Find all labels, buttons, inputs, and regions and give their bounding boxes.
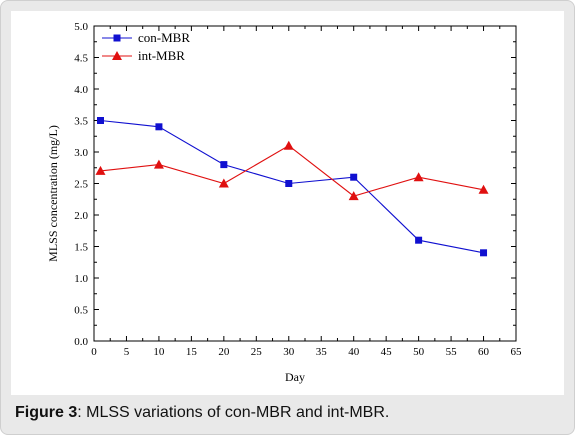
legend-marker-int-mbr [112,51,122,60]
y-axis-title: MLSS concentration (mg/L) [46,125,60,262]
figure-label: Figure 3 [15,404,78,421]
y-tick-label: 4.0 [74,84,88,96]
data-point-int-mbr [283,140,294,150]
y-tick-label: 4.5 [74,53,88,65]
x-tick-label: 20 [218,346,230,358]
x-tick-label: 15 [186,346,198,358]
x-axis-title: Day [285,370,305,384]
data-point-con-mbr [155,123,163,131]
legend-marker-con-mbr [113,34,121,42]
x-tick-label: 30 [283,346,295,358]
x-tick-label: 35 [316,346,328,358]
y-tick-label: 1.0 [74,273,88,285]
x-tick-label: 0 [91,346,97,358]
figure-caption: Figure 3: MLSS variations of con-MBR and… [15,404,563,422]
data-point-int-mbr [478,184,489,194]
series-line-int-mbr [100,145,484,197]
x-tick-label: 55 [446,346,458,358]
x-tick-label: 25 [251,346,263,358]
x-tick-label: 45 [381,346,393,358]
y-tick-label: 2.0 [74,210,88,222]
y-tick-label: 2.5 [74,179,88,191]
data-point-int-mbr [153,159,164,169]
y-tick-label: 0.5 [74,305,88,317]
data-point-con-mbr [350,173,358,181]
x-tick-label: 60 [478,346,490,358]
chart-area: 0 5 10 15 20 25 30 35 40 45 50 55 60 65 0.0 0.5 1.0 1.5 2.… [11,11,564,395]
data-point-con-mbr [285,180,293,187]
mlss-line-chart: 0 5 10 15 20 25 30 35 40 45 50 55 60 65 0.0 0.5 1.0 1.5 2.… [46,21,523,384]
x-tick-label: 65 [511,346,523,358]
legend-label-con-mbr: con-MBR [138,30,190,45]
y-tick-label: 1.5 [74,242,88,254]
y-tick-label: 0.0 [74,336,88,348]
data-point-con-mbr [96,117,104,124]
x-tick-label: 40 [348,346,360,358]
data-point-int-mbr [95,165,106,175]
data-point-int-mbr [348,191,359,201]
x-tick-label: 5 [124,346,130,358]
x-tick-label: 50 [413,346,425,358]
data-point-con-mbr [415,236,423,244]
data-point-con-mbr [480,249,488,257]
data-point-int-mbr [218,178,229,188]
y-tick-label: 3.5 [74,116,88,128]
x-tick-label: 10 [153,346,165,358]
data-point-con-mbr [220,161,228,169]
y-tick-label: 3.0 [74,147,88,159]
data-point-int-mbr [413,172,424,182]
figure-caption-text: : MLSS variations of con-MBR and int-MBR… [77,404,390,421]
legend-label-int-mbr: int-MBR [138,48,185,63]
y-tick-label: 5.0 [74,21,88,33]
